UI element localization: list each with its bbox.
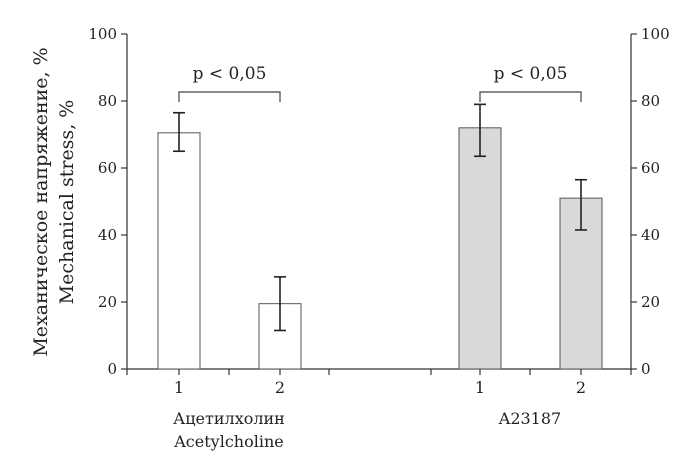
y-tick-label-left: 100 [88, 25, 117, 43]
group-label-ru: Ацетилхолин [173, 409, 285, 428]
y-tick-label-right: 100 [641, 25, 670, 43]
significance-bracket [479, 91, 582, 102]
x-category-label: 2 [576, 378, 586, 397]
x-category-label: 1 [174, 378, 184, 397]
significance-bracket [178, 91, 281, 102]
significance-label: p < 0,05 [494, 64, 568, 84]
x-category-label: 1 [475, 378, 485, 397]
error-bars [173, 103, 587, 332]
significance-label: p < 0,05 [193, 64, 267, 84]
group-label-en: Acetylcholine [173, 432, 283, 451]
y-tick-label-left: 40 [98, 226, 117, 244]
y-tick-label-left: 60 [98, 159, 117, 177]
y-tick-label-right: 0 [641, 360, 651, 378]
y-tick-label-left: 80 [98, 92, 117, 110]
y-tick-label-right: 20 [641, 293, 660, 311]
y-tick-label-left: 0 [107, 360, 117, 378]
y-axis-title-en: Mechanical stress, % [56, 100, 78, 305]
y-tick-label-right: 60 [641, 159, 660, 177]
group-label-en: A23187 [498, 409, 561, 428]
significance-brackets: p < 0,05 p < 0,05 [178, 64, 582, 102]
bar-0-0 [157, 132, 201, 370]
bar-1-0 [458, 127, 502, 370]
y-axis-title-ru: Механическое напряжение, % [30, 47, 52, 356]
axes: 0 0 20 20 40 40 60 60 80 80 100 100 [88, 25, 669, 378]
x-axis-labels: 1 2 Ацетилхолин Acetylcholine 1 2 A23187 [173, 378, 586, 451]
y-axis-title-group: Механическое напряжение, % Mechanical st… [30, 47, 78, 356]
x-category-label: 2 [275, 378, 285, 397]
y-tick-label-right: 40 [641, 226, 660, 244]
bars [157, 127, 603, 370]
y-tick-label-left: 20 [98, 293, 117, 311]
y-tick-label-right: 80 [641, 92, 660, 110]
